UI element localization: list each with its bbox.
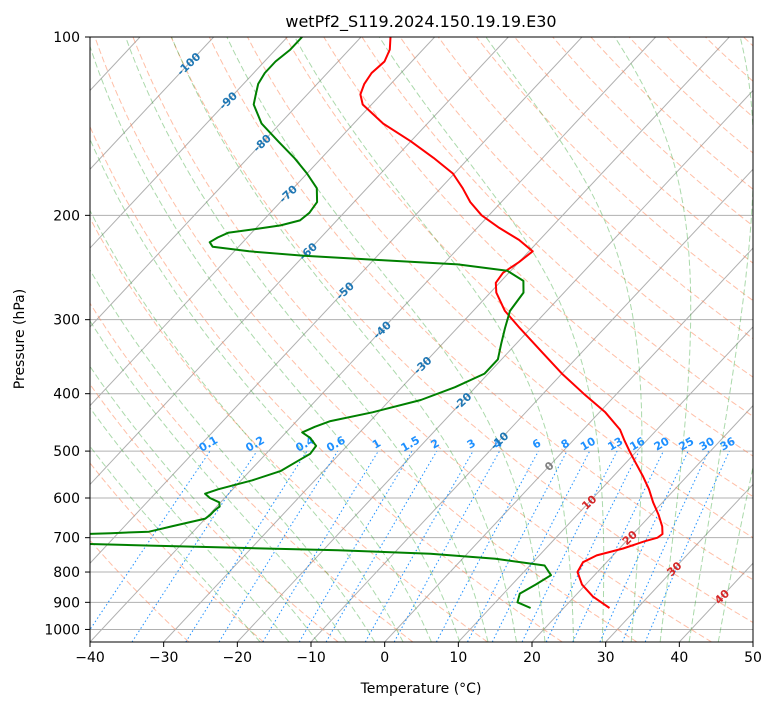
x-tick-label: 50 — [744, 650, 762, 666]
mixing-ratio-line — [90, 450, 211, 631]
y-tick-label: 700 — [53, 531, 80, 547]
dry-adiabat-line — [90, 302, 414, 642]
mixing-ratio-line — [621, 450, 710, 642]
dry-adiabat-line — [94, 37, 638, 642]
isotherm-line — [90, 37, 657, 642]
isotherm-line — [384, 247, 753, 642]
isotherm-line — [605, 483, 753, 642]
x-tick-label: −10 — [296, 650, 326, 666]
dry-adiabat-line — [90, 125, 563, 642]
mixing-ratio-line — [521, 450, 618, 642]
mixing-ratio-line — [185, 450, 308, 642]
dry-adiabat-line — [247, 37, 753, 539]
isotherm-line — [90, 37, 215, 171]
moist-adiabat-line — [688, 37, 753, 642]
dry-adiabat-line — [476, 37, 753, 302]
isotherm-line — [457, 326, 753, 642]
mixing-ratio-line — [491, 450, 591, 642]
dry-adiabat-line — [361, 37, 753, 417]
isotherm-line — [90, 37, 509, 486]
temperature-profile-line — [359, 37, 664, 609]
moist-adiabat-line — [90, 365, 319, 642]
x-tick-label: 20 — [523, 650, 541, 666]
y-axis-label: Pressure (hPa) — [12, 289, 28, 389]
x-tick-label: −30 — [149, 650, 179, 666]
moist-adiabat-line — [90, 445, 261, 642]
sounding-profiles — [90, 37, 664, 609]
moist-adiabat-line — [90, 407, 290, 642]
moist-adiabat-line — [226, 37, 546, 642]
isotherm-line — [752, 641, 753, 642]
isotherm-line — [163, 37, 730, 642]
plot-frame — [89, 36, 754, 643]
mixing-ratio-line — [393, 450, 501, 642]
y-tick-label: 900 — [53, 595, 80, 611]
dry-adiabat-line — [208, 37, 753, 581]
x-axis-label: Temperature (°C) — [360, 681, 482, 697]
axes: −40 −30 −20 −10 0 10 20 30 40 50 100 200 300 400 500 60… — [44, 30, 762, 666]
mixing-ratio-line — [644, 450, 730, 642]
y-tick-label: 800 — [53, 565, 80, 581]
y-tick-label: 400 — [53, 387, 80, 403]
isotherm-line — [90, 37, 436, 407]
y-tick-label: 600 — [53, 491, 80, 507]
moist-adiabat-line — [378, 37, 605, 642]
isotherm-line — [90, 37, 362, 328]
isotherm-line — [90, 37, 288, 249]
dry-adiabat-line — [90, 217, 488, 642]
y-tick-label: 200 — [53, 208, 80, 224]
moist-adiabat-line — [90, 137, 432, 642]
dry-adiabat-line — [90, 462, 264, 642]
isotherm-line — [531, 404, 753, 642]
dewpoint-profile-line — [90, 37, 552, 609]
moist-adiabat-line — [485, 37, 643, 642]
moist-adiabat-line — [90, 44, 461, 642]
y-tick-label: 300 — [53, 313, 80, 329]
chart-title: wetPf2_S119.2024.150.19.19.E30 — [285, 12, 556, 32]
moist-adiabat-line — [90, 320, 347, 642]
moist-adiabat-line — [90, 209, 404, 642]
x-tick-label: 10 — [449, 650, 467, 666]
moist-adiabat-line — [294, 37, 575, 642]
isotherm-line — [90, 37, 583, 564]
dry-adiabat-line — [132, 37, 712, 642]
background-lines — [0, 37, 753, 642]
moist-adiabat-line — [171, 37, 517, 642]
x-tick-label: −40 — [75, 650, 105, 666]
y-tick-label: 1000 — [44, 622, 80, 638]
isotherm-line — [236, 89, 753, 642]
mixing-ratio-line — [131, 450, 258, 642]
dry-adiabat-line — [437, 37, 753, 340]
x-tick-label: 40 — [670, 650, 688, 666]
y-tick-label: 500 — [53, 444, 80, 460]
plot-background — [90, 37, 753, 642]
x-tick-label: 30 — [597, 650, 615, 666]
y-tick-label: 100 — [53, 30, 80, 46]
moist-adiabat-line — [614, 37, 692, 642]
mixing-ratio-line — [364, 450, 474, 642]
dry-adiabat-line — [323, 37, 753, 457]
x-tick-label: −20 — [223, 650, 253, 666]
moist-adiabat-line — [90, 268, 376, 642]
dry-adiabat-line — [170, 37, 753, 624]
moist-adiabat-line — [717, 465, 753, 642]
isotherm-line — [0, 37, 66, 642]
mixing-ratio-line — [435, 450, 539, 642]
x-tick-label: 0 — [380, 650, 389, 666]
mixing-ratio-line — [262, 450, 379, 642]
